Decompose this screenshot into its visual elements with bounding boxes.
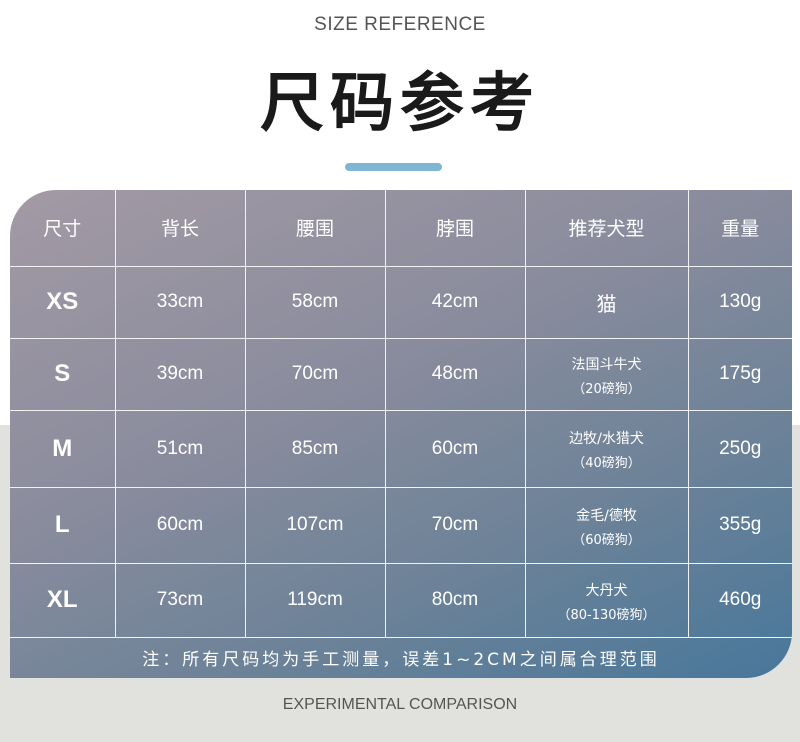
weight-cell: 460g [687, 562, 792, 638]
waist-cell: 70cm [244, 337, 386, 411]
breed-cell: 边牧/水猎犬 （40磅狗） [524, 409, 689, 488]
neck-cell: 42cm [384, 266, 526, 339]
breed-weight: （60磅狗） [572, 532, 641, 548]
table-row: L 60cm 107cm 70cm 金毛/德牧 （60磅狗） 355g [10, 486, 792, 564]
breed-cell: 猫 [524, 266, 689, 339]
table-header: 尺寸 背长 腰围 脖围 推荐犬型 重量 [10, 190, 792, 267]
back-length-cell: 73cm [114, 562, 246, 638]
size-cell: XL [10, 562, 116, 638]
subtitle: SIZE REFERENCE [314, 14, 486, 35]
back-length-cell: 33cm [114, 266, 246, 339]
header-cell: 尺寸 [10, 190, 116, 267]
footer-caption: EXPERIMENTAL COMPARISON [282, 696, 518, 713]
breed-name: 边牧/水猎犬 [569, 431, 644, 447]
waist-cell: 107cm [244, 486, 386, 564]
header-cell: 脖围 [384, 190, 526, 267]
breed-weight: （80-130磅狗） [557, 607, 656, 623]
header-cell: 推荐犬型 [524, 190, 689, 267]
neck-cell: 60cm [384, 409, 526, 488]
weight-cell: 130g [687, 266, 792, 339]
back-length-cell: 60cm [114, 486, 246, 564]
header-cell: 重量 [687, 190, 792, 267]
breed-name: 大丹犬 [585, 582, 628, 599]
size-cell: L [10, 486, 116, 564]
table-row: M 51cm 85cm 60cm 边牧/水猎犬 （40磅狗） 250g [10, 409, 792, 488]
breed-cell: 金毛/德牧 （60磅狗） [524, 486, 689, 564]
weight-cell: 175g [687, 337, 792, 411]
weight-cell: 250g [687, 409, 792, 488]
breed-weight: （20磅狗） [572, 381, 641, 397]
waist-cell: 119cm [244, 562, 386, 638]
breed-cell: 大丹犬 （80-130磅狗） [524, 562, 689, 638]
breed-name: 法国斗牛犬 [571, 356, 642, 373]
back-length-cell: 39cm [114, 337, 246, 411]
header-cell: 腰围 [244, 190, 386, 267]
waist-cell: 85cm [244, 409, 386, 488]
neck-cell: 48cm [384, 337, 526, 411]
size-cell: XS [10, 266, 116, 339]
table-row: XL 73cm 119cm 80cm 大丹犬 （80-130磅狗） 460g [10, 562, 792, 638]
page-title: 尺码参考 [260, 67, 540, 141]
neck-cell: 70cm [384, 486, 526, 564]
table-row: XS 33cm 58cm 42cm 猫 130g [10, 266, 792, 339]
neck-cell: 80cm [384, 562, 526, 638]
breed-name: 金毛/德牧 [576, 507, 637, 524]
table-row: S 39cm 70cm 48cm 法国斗牛犬 （20磅狗） 175g [10, 337, 792, 411]
breed-cell: 法国斗牛犬 （20磅狗） [524, 337, 689, 411]
header-cell: 背长 [114, 190, 246, 267]
breed-weight: （40磅狗） [572, 456, 641, 471]
breed-name: 猫 [596, 293, 617, 316]
accent-divider [345, 163, 442, 171]
size-chart: 尺寸 背长 腰围 脖围 推荐犬型 重量 XS 33cm 58cm 42cm 猫 … [10, 190, 792, 678]
weight-cell: 355g [687, 486, 792, 564]
size-cell: S [10, 337, 116, 411]
size-table: 尺寸 背长 腰围 脖围 推荐犬型 重量 XS 33cm 58cm 42cm 猫 … [10, 190, 792, 678]
waist-cell: 58cm [244, 266, 386, 339]
measurement-note: 注：所有尺码均为手工测量，误差1~2CM之间属合理范围 [142, 650, 660, 671]
size-cell: M [10, 409, 116, 488]
back-length-cell: 51cm [114, 409, 246, 488]
